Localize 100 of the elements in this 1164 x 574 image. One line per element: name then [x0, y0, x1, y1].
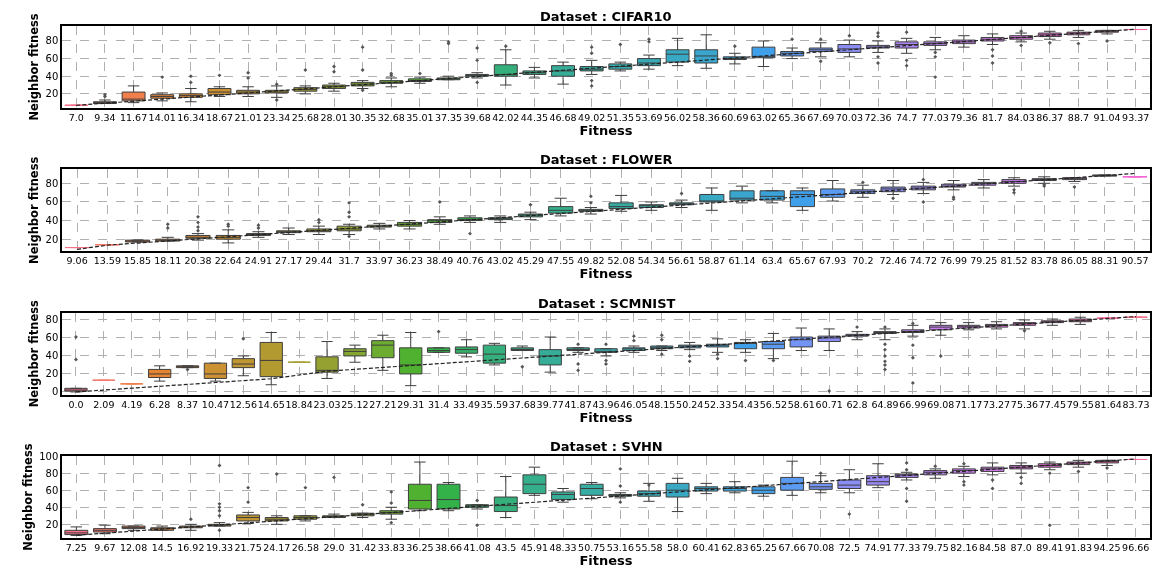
x-tick-label: 54.34: [637, 255, 665, 267]
x-tick-label: 66.99: [899, 398, 927, 410]
chart-title: Dataset : SCMNIST: [538, 296, 676, 311]
y-axis-title: Neighbor fitness: [27, 299, 42, 408]
x-tick-label: 90.57: [1121, 255, 1149, 267]
x-tick-label: 86.05: [1060, 255, 1089, 267]
y-tick-label: 100: [39, 450, 59, 462]
y-tick-label: 60: [45, 484, 59, 496]
x-tick-label: 39.77: [536, 398, 564, 410]
x-tick-label: 56.52: [759, 398, 787, 410]
x-tick-label: 70.03: [835, 112, 863, 124]
x-tick-label: 58.36: [692, 112, 720, 124]
y-tick-label: 20: [45, 368, 59, 380]
x-tick-label: 74.72: [909, 255, 937, 267]
x-tick-label: 31.42: [349, 542, 377, 554]
x-tick-label: 60.69: [721, 112, 749, 124]
x-tick-label: 21.75: [234, 542, 262, 554]
y-tick-label: 60: [45, 53, 59, 65]
x-tick-label: 24.17: [263, 542, 291, 554]
chart-title: Dataset : FLOWER: [540, 152, 673, 167]
x-tick-label: 23.03: [313, 398, 341, 410]
x-tick-label: 28.01: [320, 112, 348, 124]
x-tick-label: 24.91: [244, 255, 273, 267]
y-axis-title: Neighbor fitness: [21, 443, 36, 551]
x-tick-label: 53.69: [635, 112, 663, 124]
y-axis-title: Neighbor fitness: [27, 13, 42, 121]
x-tick-label: 82.16: [950, 542, 978, 554]
x-tick-label: 25.68: [291, 112, 319, 124]
x-tick-label: 45.29: [516, 255, 545, 267]
x-tick-label: 93.37: [1122, 112, 1150, 124]
x-tick-label: 11.67: [119, 112, 148, 124]
x-tick-label: 14.65: [257, 398, 285, 410]
x-tick-label: 27.21: [369, 398, 397, 410]
x-tick-label: 61.14: [728, 255, 756, 267]
x-tick-label: 58.61: [787, 398, 815, 410]
x-tick-label: 41.08: [463, 542, 491, 554]
x-tick-label: 37.68: [508, 398, 536, 410]
y-tick-label: 80: [45, 314, 59, 326]
x-tick-label: 81.52: [1000, 255, 1028, 267]
x-axis-title: Fitness: [579, 553, 633, 569]
x-tick-label: 77.45: [1038, 398, 1066, 410]
x-tick-label: 91.04: [1093, 112, 1121, 124]
chart-title: Dataset : SVHN: [550, 439, 663, 454]
x-tick-label: 36.23: [395, 255, 424, 267]
x-tick-label: 43.5: [495, 542, 517, 554]
x-tick-label: 46.05: [620, 398, 648, 410]
x-tick-label: 35.01: [406, 112, 434, 124]
x-tick-label: 79.75: [921, 542, 949, 554]
x-tick-label: 64.89: [871, 398, 899, 410]
x-tick-label: 42.02: [492, 112, 520, 124]
x-tick-label: 79.55: [1066, 398, 1094, 410]
x-tick-label: 38.66: [434, 542, 463, 554]
x-tick-label: 53.16: [606, 542, 634, 554]
x-tick-label: 9.67: [94, 542, 116, 554]
x-axis-title: Fitness: [579, 266, 633, 282]
x-tick-label: 9.06: [66, 255, 88, 267]
x-tick-label: 48.15: [648, 398, 676, 410]
x-tick-label: 29.44: [305, 255, 333, 267]
y-tick-label: 40: [45, 215, 59, 227]
x-tick-label: 72.36: [864, 112, 892, 124]
y-tick-label: 60: [45, 196, 59, 208]
y-tick-label: 20: [45, 88, 59, 100]
x-tick-label: 94.25: [1093, 542, 1121, 554]
x-tick-label: 54.43: [731, 398, 760, 410]
x-tick-label: 7.0: [68, 112, 84, 124]
x-tick-label: 43.02: [486, 255, 514, 267]
x-tick-label: 51.35: [606, 112, 634, 124]
y-axis-title: Neighbor fitness: [27, 156, 42, 264]
x-tick-label: 62.83: [721, 542, 749, 554]
x-tick-label: 8.37: [176, 398, 199, 410]
x-tick-label: 73.27: [982, 398, 1011, 410]
x-tick-label: 23.34: [263, 112, 291, 124]
x-tick-label: 14.01: [148, 112, 176, 124]
x-tick-label: 40.76: [456, 255, 484, 267]
x-tick-label: 71.17: [955, 398, 983, 410]
x-tick-label: 18.84: [285, 398, 313, 410]
x-tick-label: 75.36: [1010, 398, 1039, 410]
x-tick-label: 69.08: [927, 398, 955, 410]
x-tick-label: 81.64: [1094, 398, 1122, 410]
x-tick-label: 20.38: [184, 255, 212, 267]
x-tick-label: 46.68: [549, 112, 577, 124]
x-tick-label: 18.67: [205, 112, 234, 124]
x-tick-label: 81.7: [981, 112, 1004, 124]
x-tick-label: 79.36: [950, 112, 978, 124]
x-tick-label: 36.25: [406, 542, 434, 554]
x-tick-label: 31.7: [338, 255, 360, 267]
x-tick-label: 15.85: [123, 255, 152, 267]
x-tick-label: 50.24: [676, 398, 704, 410]
x-tick-label: 12.56: [229, 398, 257, 410]
x-tick-label: 2.09: [93, 398, 115, 410]
x-tick-label: 33.49: [452, 398, 481, 410]
x-tick-label: 41.87: [564, 398, 592, 410]
x-tick-label: 38.49: [426, 255, 454, 267]
y-tick-label: 80: [45, 35, 59, 47]
x-tick-label: 70.2: [852, 255, 874, 267]
x-tick-label: 13.59: [93, 255, 121, 267]
x-tick-label: 52.08: [607, 255, 635, 267]
line-series: [76, 172, 1136, 250]
y-tick-label: 80: [45, 467, 59, 479]
x-tick-label: 79.25: [970, 255, 998, 267]
